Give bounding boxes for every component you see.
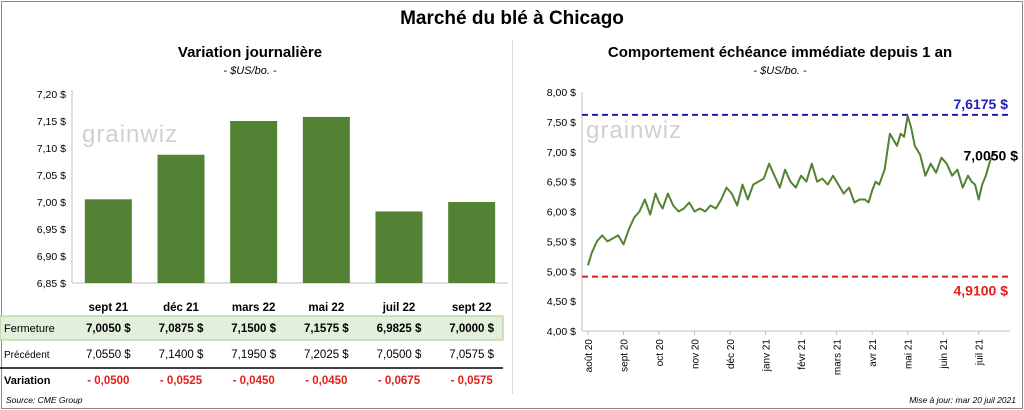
line-y-tick-label: 5,00 $ (547, 266, 576, 278)
table-cell: - 0,0575 (451, 375, 494, 387)
table-cell: - 0,0675 (378, 375, 421, 387)
bar-category-label: mars 22 (232, 302, 275, 314)
line-x-tick-label: juil 21 (975, 339, 986, 367)
right-panel-subtitle: - $US/bo. - (753, 65, 807, 77)
last-price-annotation: 7,0050 $ (964, 147, 1019, 163)
left-panel-title: Variation journalière (177, 44, 323, 61)
bar-y-tick-label: 7,15 $ (37, 116, 66, 128)
line-y-tick-label: 7,50 $ (547, 117, 576, 129)
bar-y-tick-label: 7,10 $ (37, 143, 66, 155)
line-x-tick-label: févr 21 (797, 339, 808, 370)
main-title: Marché du blé à Chicago (400, 8, 624, 29)
bar-y-tick-label: 6,90 $ (37, 251, 66, 263)
bar-category-label: sept 21 (89, 302, 129, 314)
line-y-tick-label: 6,00 $ (547, 207, 576, 219)
line-x-tick-label: mai 21 (904, 339, 915, 369)
panel-divider (512, 40, 513, 394)
table-cell: 7,1950 $ (231, 349, 276, 361)
low-annotation: 4,9100 $ (954, 283, 1009, 299)
bar (84, 199, 132, 283)
bar (157, 154, 205, 283)
line-y-tick-label: 8,00 $ (547, 87, 576, 99)
line-y-tick-label: 6,50 $ (547, 177, 576, 189)
line-y-tick-label: 4,00 $ (547, 326, 576, 338)
watermark-left: grainwiz (82, 121, 178, 148)
line-y-tick-label: 5,50 $ (547, 236, 576, 248)
line-x-tick-label: août 20 (584, 339, 595, 373)
table-cell: 6,9825 $ (377, 323, 422, 335)
bar-category-label: juil 22 (382, 302, 416, 314)
table-cell: 7,0000 $ (449, 323, 494, 335)
line-x-tick-label: juin 21 (939, 339, 950, 370)
line-y-tick-label: 4,50 $ (547, 296, 576, 308)
bar (448, 202, 496, 283)
table-cell: - 0,0450 (233, 375, 275, 387)
line-x-tick-label: nov 20 (691, 339, 702, 369)
line-y-tick-label: 7,00 $ (547, 147, 576, 159)
table-cell: 7,0875 $ (159, 323, 204, 335)
bar-y-tick-label: 7,00 $ (37, 197, 66, 209)
update-note: Mise à jour: mar 20 juil 2021 (909, 395, 1016, 405)
bar-y-tick-label: 6,95 $ (37, 224, 66, 236)
line-x-tick-label: mars 21 (833, 339, 844, 376)
table-cell: - 0,0525 (160, 375, 203, 387)
price-line (587, 114, 996, 266)
table-row-label: Précédent (4, 350, 50, 361)
table-cell: 7,2025 $ (304, 349, 349, 361)
table-cell: - 0,0500 (87, 375, 129, 387)
table-cell: 7,1575 $ (304, 323, 349, 335)
table-cell: 7,1500 $ (231, 323, 276, 335)
bar (302, 116, 350, 283)
right-panel-title: Comportement échéance immédiate depuis 1… (607, 44, 953, 61)
bar-y-tick-label: 7,05 $ (37, 170, 66, 182)
table-row-label: Variation (4, 375, 51, 387)
high-annotation: 7,6175 $ (954, 96, 1009, 112)
source-note: Source: CME Group (6, 395, 83, 405)
watermark-right: grainwiz (586, 117, 682, 144)
table-cell: 7,0550 $ (86, 349, 131, 361)
line-x-tick-label: avr 21 (868, 339, 879, 367)
table-cell: 7,0500 $ (377, 349, 422, 361)
line-x-tick-label: déc 20 (726, 339, 737, 369)
table-cell: 7,0575 $ (449, 349, 494, 361)
fermeture-row-background (0, 315, 504, 341)
table-cell: 7,0050 $ (86, 323, 131, 335)
bar-category-label: sept 22 (452, 302, 492, 314)
left-panel-subtitle: - $US/bo. - (223, 65, 277, 77)
bar (230, 121, 278, 283)
table-cell: 7,1400 $ (159, 349, 204, 361)
bar (375, 211, 423, 283)
bar-y-tick-label: 7,20 $ (37, 89, 66, 101)
bar-category-label: déc 21 (163, 302, 199, 314)
line-x-tick-label: sept 20 (620, 339, 631, 372)
table-row-label: Fermeture (4, 323, 55, 335)
line-x-tick-label: janv 21 (762, 339, 773, 373)
line-x-tick-label: oct 20 (655, 339, 666, 367)
bar-category-label: mai 22 (308, 302, 344, 314)
bar-y-tick-label: 6,85 $ (37, 278, 66, 290)
table-cell: - 0,0450 (305, 375, 347, 387)
